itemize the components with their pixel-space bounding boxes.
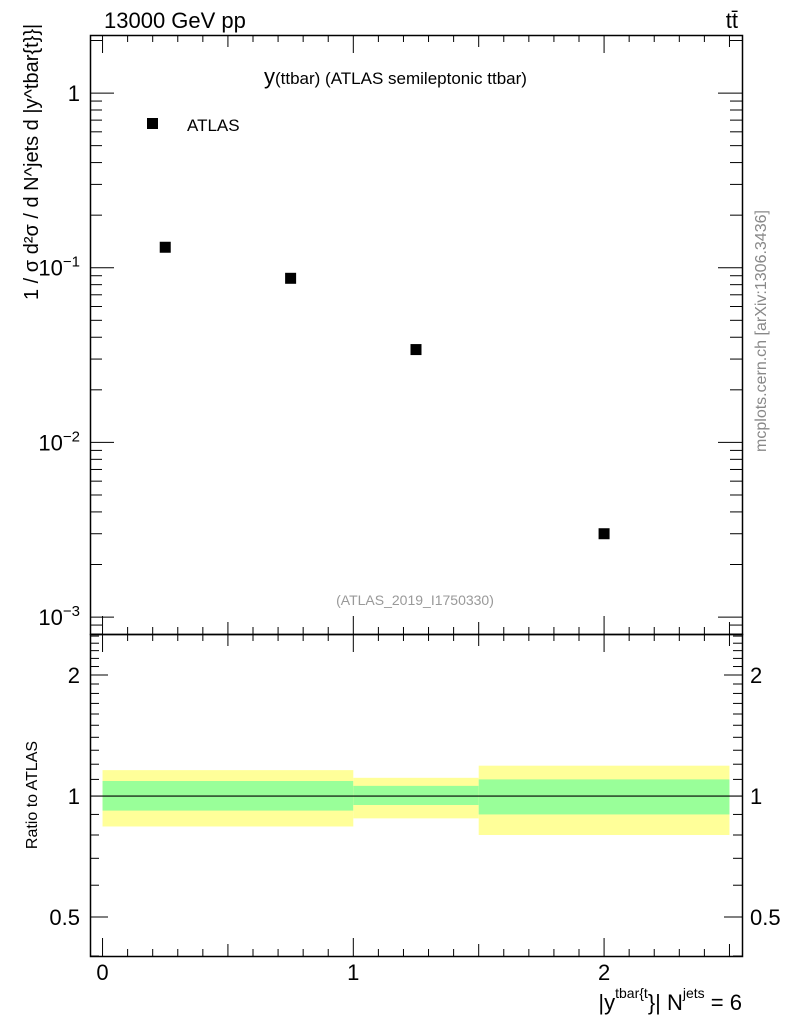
ratio-y-axis-label: Ratio to ATLAS — [24, 741, 41, 849]
x-tick-label: 2 — [598, 960, 610, 985]
uncertainty-band-inner — [478, 779, 730, 815]
data-point — [410, 344, 422, 356]
y-tick-label-right: 1 — [750, 784, 762, 809]
uncertainty-band-inner — [353, 785, 479, 805]
main-axis-ticks: 1 10−1 10−2 10−3 — [38, 35, 742, 635]
main-title: y(ttbar) (ATLAS semileptonic ttbar) — [264, 64, 527, 89]
main-y-axis-label: 1 / σ d²σ / d N^jets d |y^tbar{t}}| — [21, 24, 43, 300]
legend-marker — [147, 118, 158, 129]
y-tick-label: 10−3 — [38, 603, 80, 630]
x-tick-label: 0 — [96, 960, 108, 985]
y-tick-label: 10−1 — [38, 254, 80, 281]
watermark: mcplots.cern.ch [arXiv:1306.3436] — [753, 210, 770, 452]
y-tick-label: 1 — [68, 784, 80, 809]
y-tick-label-right: 0.5 — [750, 905, 781, 930]
analysis-id: (ATLAS_2019_I1750330) — [336, 592, 494, 608]
ratio-axis-ticks: 2 2 1 1 0.5 0.5 0 1 2 — [49, 634, 781, 985]
data-point — [285, 272, 297, 284]
ratio-panel: 2 2 1 1 0.5 0.5 0 1 2 Ratio to ATLAS |ytbar{t}| … — [24, 633, 781, 1015]
energy-label: 13000 GeV pp — [104, 8, 246, 33]
ratio-bands — [102, 765, 730, 835]
x-tick-label: 1 — [347, 960, 359, 985]
y-tick-label-right: 2 — [750, 663, 762, 688]
y-tick-label: 2 — [68, 663, 80, 688]
y-tick-label: 10−2 — [38, 428, 80, 455]
process-label: tt̄ — [726, 8, 738, 33]
legend-label: ATLAS — [187, 116, 240, 135]
data-point — [598, 528, 610, 540]
data-points — [159, 241, 610, 540]
data-point — [159, 241, 171, 253]
y-tick-label: 1 — [68, 81, 80, 106]
ratio-frame — [89, 633, 744, 958]
y-tick-label: 0.5 — [49, 905, 80, 930]
x-axis-label: |ytbar{t}| Njets = 6 — [598, 985, 742, 1015]
main-panel: 1 10−1 10−2 10−3 y(ttbar) (ATLAS semilepton… — [21, 24, 744, 636]
